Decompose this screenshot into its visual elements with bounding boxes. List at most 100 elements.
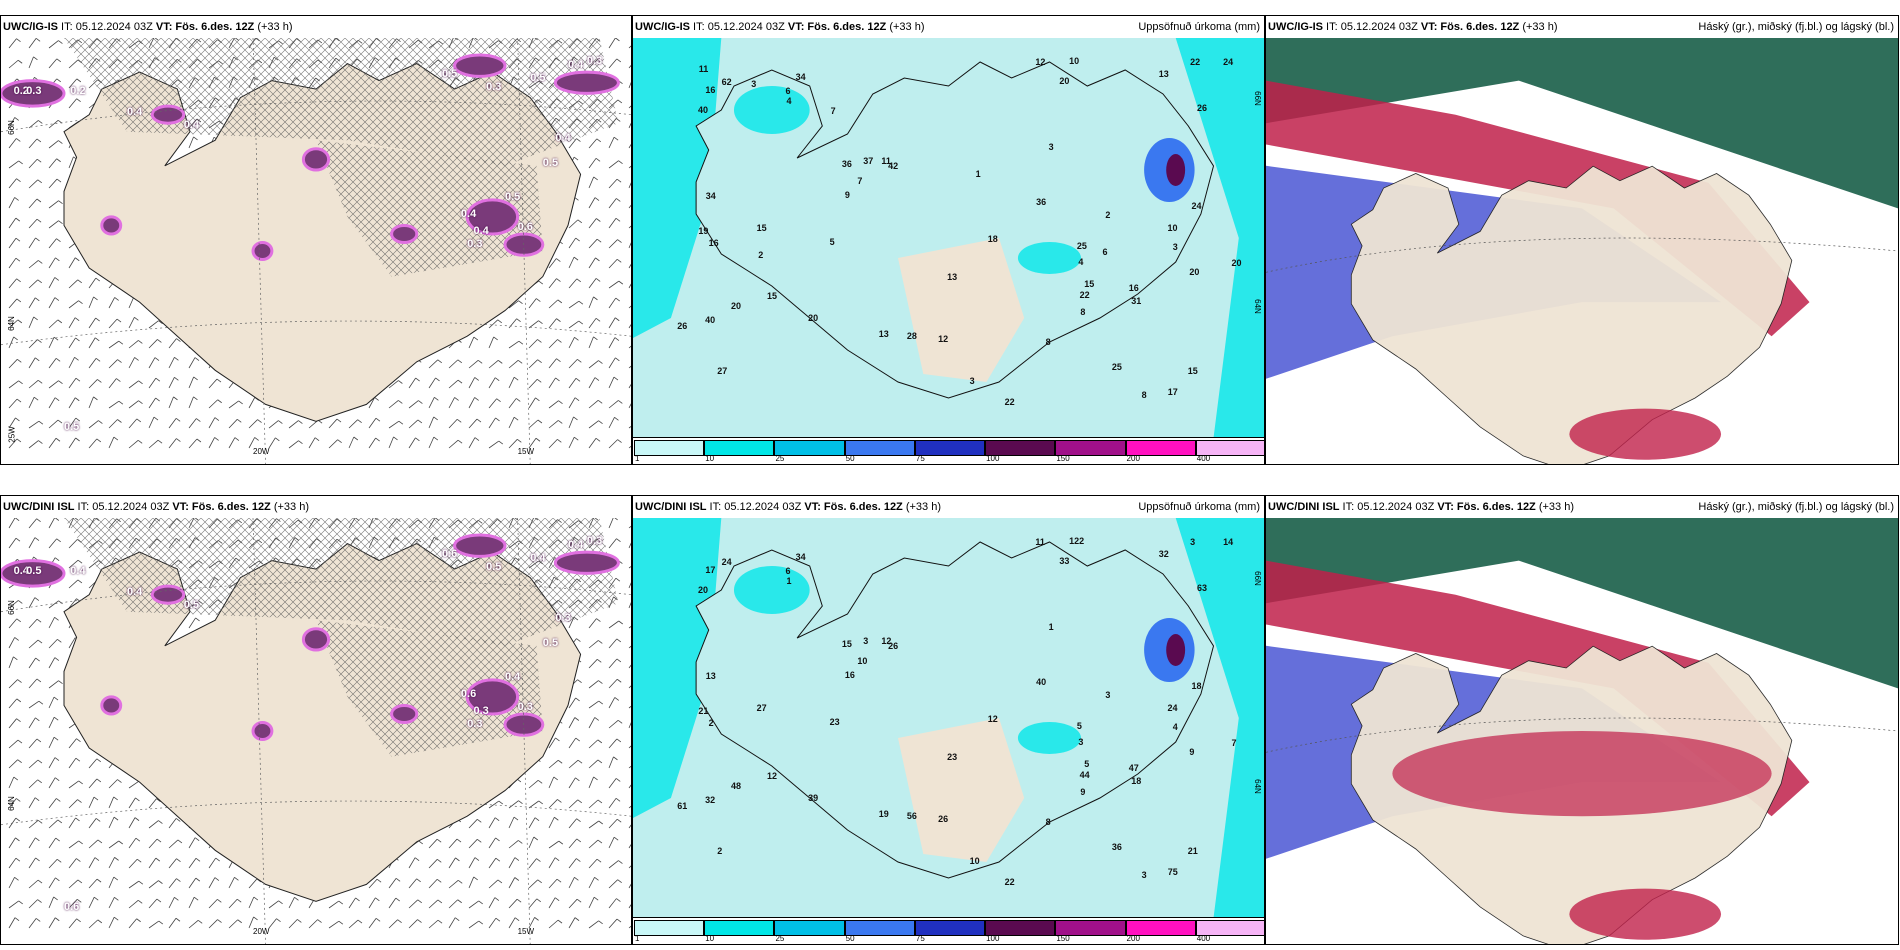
- map-canvas: [633, 38, 1264, 438]
- precip-value-label: 3: [1190, 537, 1196, 548]
- precip-value-label: 3: [969, 375, 975, 386]
- precip-value-label: 6: [1102, 247, 1108, 258]
- init-time: IT: 05.12.2024 03Z: [706, 501, 805, 513]
- valid-time: Fös. 6.des. 12Z: [804, 21, 887, 33]
- precip-legend: 1 10 25 50 75 100 150 200 400: [633, 917, 1264, 944]
- panel-header: UWC/DINI ISL IT: 05.12.2024 03Z VT: Fös.…: [633, 496, 1264, 518]
- precip-value-label: 12: [1035, 57, 1046, 68]
- precip-value-label: 20: [808, 313, 819, 324]
- precip-value-label: 17: [705, 565, 716, 576]
- legend-tick: 75: [915, 454, 925, 463]
- precip-value-label: 8: [1045, 817, 1051, 828]
- lead-time: (+33 h): [1519, 21, 1558, 33]
- legend-tick: 50: [845, 454, 855, 463]
- valid-time-label: VT:: [804, 501, 821, 513]
- panel-header: UWC/DINI ISL IT: 05.12.2024 03Z VT: Fös.…: [1266, 496, 1898, 518]
- precip-value-label: 13: [705, 670, 716, 681]
- precip-value-label: 18: [1131, 775, 1142, 786]
- init-time: IT: 05.12.2024 03Z: [1339, 501, 1438, 513]
- legend-tick: 100: [986, 934, 1000, 943]
- icing-value-label: 0.5: [64, 421, 80, 434]
- icing-value-label: 0.3: [586, 535, 603, 548]
- dry-area: [898, 238, 1025, 382]
- icing-value-label: 0.4: [473, 225, 489, 238]
- legend-tick: 150: [1056, 454, 1070, 463]
- precip-value-label: 24: [1191, 200, 1202, 211]
- legend-tick: 25: [775, 934, 785, 943]
- precip-value-label: 26: [677, 321, 688, 332]
- map-canvas: [633, 518, 1264, 918]
- legend-tick: 400: [1196, 454, 1211, 463]
- icing-value-label: 0.3: [467, 718, 483, 731]
- legend-swatch: [985, 440, 1056, 456]
- icing-hatch: [316, 140, 543, 277]
- precip-value-label: 5: [829, 236, 835, 247]
- panel-title: UWC/IG-IS IT: 05.12.2024 03Z VT: Fös. 6.…: [1268, 16, 1558, 38]
- valid-time-label: VT:: [787, 21, 805, 33]
- precip-value-label: 13: [878, 329, 889, 340]
- init-time: IT: 05.12.2024 03Z: [58, 21, 156, 33]
- precip-value-label: 17: [1167, 387, 1178, 397]
- field-description: Háský (gr.), miðský (fj.bl.) og lágský (…: [1698, 21, 1894, 33]
- precip-map: 3 4 2 34 26 36 32 33 15 22 20 21 17 21 19 18 23 12 12 12 14 3…: [633, 518, 1264, 944]
- precip-value-label: 56: [906, 810, 917, 821]
- icing-value-label: 0.4: [568, 59, 584, 72]
- legend-tick: 25: [775, 454, 785, 463]
- precip-value-label: 2: [1105, 210, 1111, 220]
- precip-value-label: 36: [1036, 197, 1047, 207]
- precip-value-label: 48: [731, 781, 742, 792]
- precip-value-label: 22: [1004, 877, 1015, 888]
- valid-time: Fös. 6.des. 12Z: [1453, 501, 1536, 513]
- precip-value-label: 16: [844, 670, 855, 681]
- precip-value-label: 32: [1158, 549, 1169, 560]
- precip-value-label: 18: [1191, 680, 1202, 691]
- icing-value-label: 0.4: [183, 118, 199, 131]
- precip-value-label: 8: [1141, 389, 1147, 400]
- icing-value-label: 0.3: [517, 701, 533, 714]
- precip-value-label: 25: [1076, 240, 1087, 251]
- panel-title: UWC/DINI ISL IT: 05.12.2024 03Z VT: Fös.…: [3, 496, 309, 518]
- precip-value-label: 5: [1084, 759, 1090, 770]
- wind-map: 0.2 0.3 0.2 0.4 0.4 0.5 0.3 0.5 0.4 0.3 0.4 0.5 0.5 0…: [1, 38, 631, 464]
- precip-value-label: 122: [1069, 535, 1085, 546]
- longitude-label: 20W: [253, 447, 270, 457]
- field-description: Uppsöfnuð úrkoma (mm): [1138, 21, 1260, 33]
- precip-value-label: 12: [766, 771, 777, 782]
- precip-value-label: 3: [1048, 142, 1054, 153]
- latitude-label: 64N: [6, 316, 16, 331]
- precip-value-label: 22: [1079, 290, 1090, 301]
- high-cloud: [1266, 518, 1898, 689]
- icing-value-label: 0.2: [13, 84, 29, 97]
- legend-swatch: [634, 920, 705, 936]
- legend-tick: 200: [1126, 454, 1140, 463]
- icing-value-label: 0.6: [460, 688, 477, 701]
- precip-value-label: 4: [1078, 256, 1084, 267]
- precip-value-label: 18: [987, 233, 998, 244]
- precip-value-label: 4: [1172, 722, 1178, 732]
- field-description: Háský (gr.), miðský (fj.bl.) og lágský (…: [1698, 501, 1894, 513]
- precip-value-label: 11: [1035, 537, 1045, 548]
- icing-value-label: 0.5: [542, 157, 559, 170]
- model-name: UWC/IG-IS: [1268, 21, 1323, 33]
- icing-value-label: 0.5: [542, 637, 559, 650]
- precip-value-label: 47: [1128, 763, 1139, 774]
- precip-panel: UWC/IG-IS IT: 05.12.2024 03Z VT: Fös. 6.…: [632, 15, 1265, 465]
- precip-field: [733, 566, 810, 614]
- precip-value-label: 10: [1069, 55, 1080, 66]
- precip-value-label: 10: [857, 656, 868, 667]
- precip-value-label: 31: [1131, 295, 1142, 306]
- legend-swatch: [774, 440, 845, 456]
- init-time: IT: 05.12.2024 03Z: [1323, 21, 1421, 33]
- legend-swatch: [914, 440, 986, 456]
- cloud-map: [1266, 518, 1898, 944]
- legend-swatch: [844, 440, 915, 456]
- precip-value-label: 26: [1196, 102, 1207, 113]
- dry-area: [898, 718, 1025, 862]
- precip-value-label: 34: [795, 72, 806, 83]
- legend-tick: 200: [1126, 934, 1140, 943]
- iceland-outline: [695, 541, 1215, 879]
- panel-header: UWC/IG-IS IT: 05.12.2024 03Z VT: Fös. 6.…: [1, 16, 631, 38]
- legend-swatch: [1195, 440, 1264, 456]
- icing-value-label: 0.4: [555, 131, 571, 144]
- precip-value-label: 10: [969, 855, 980, 866]
